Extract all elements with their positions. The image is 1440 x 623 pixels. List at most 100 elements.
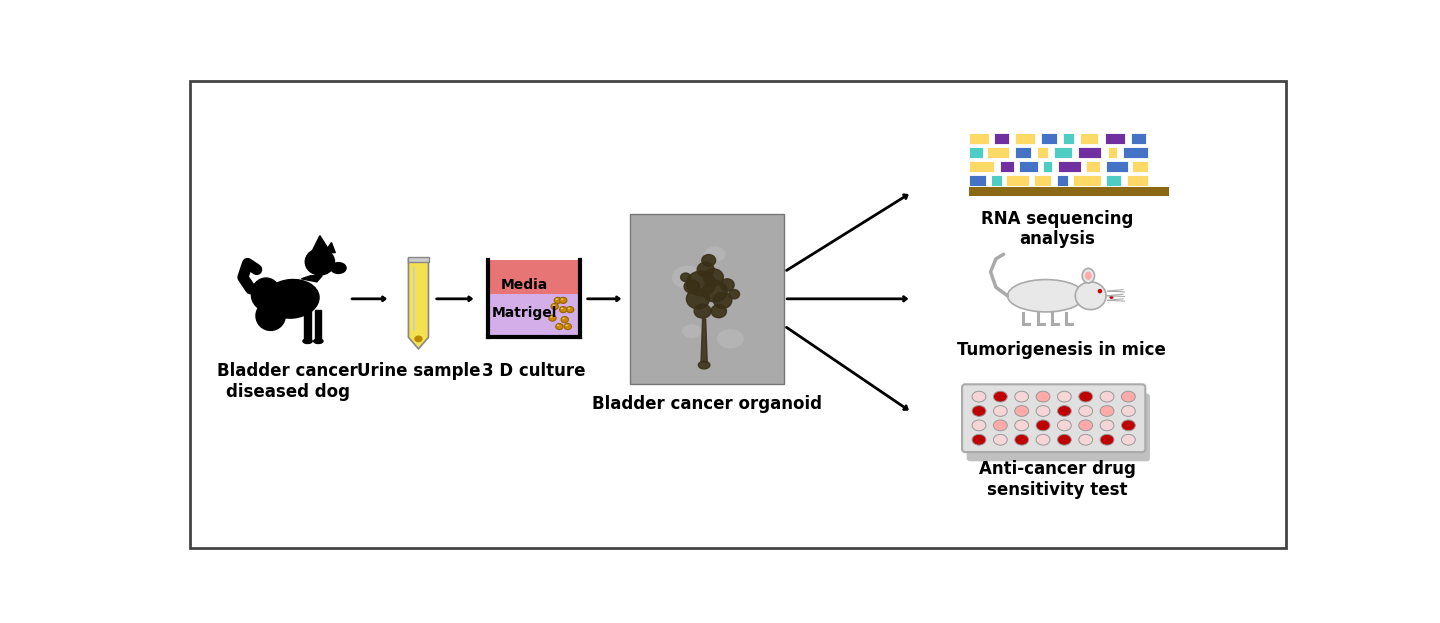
- Bar: [1128, 175, 1149, 186]
- Bar: [488, 260, 580, 294]
- Text: Urine sample: Urine sample: [357, 362, 480, 380]
- Bar: [1107, 147, 1117, 158]
- Polygon shape: [312, 235, 330, 251]
- Bar: [969, 187, 1169, 196]
- Ellipse shape: [694, 304, 711, 318]
- Ellipse shape: [1037, 420, 1050, 430]
- Bar: [969, 147, 984, 158]
- Ellipse shape: [1100, 391, 1115, 402]
- Ellipse shape: [1099, 290, 1102, 293]
- Ellipse shape: [554, 297, 562, 303]
- Ellipse shape: [994, 406, 1007, 416]
- Ellipse shape: [415, 336, 422, 341]
- Ellipse shape: [560, 307, 567, 313]
- Ellipse shape: [1079, 420, 1093, 430]
- Polygon shape: [315, 310, 321, 340]
- Bar: [1104, 133, 1125, 144]
- Bar: [1041, 133, 1057, 144]
- Bar: [1123, 147, 1148, 158]
- Ellipse shape: [566, 307, 573, 313]
- Bar: [1130, 133, 1146, 144]
- Text: Anti-cancer drug
sensitivity test: Anti-cancer drug sensitivity test: [979, 460, 1136, 498]
- Ellipse shape: [697, 262, 714, 277]
- Ellipse shape: [698, 361, 710, 369]
- Bar: [991, 175, 1002, 186]
- Bar: [1015, 133, 1035, 144]
- Bar: [1080, 133, 1099, 144]
- Ellipse shape: [314, 339, 323, 343]
- Bar: [488, 294, 580, 337]
- Ellipse shape: [1015, 420, 1028, 430]
- Bar: [969, 175, 986, 186]
- Ellipse shape: [703, 269, 723, 286]
- Bar: [1079, 147, 1102, 158]
- Ellipse shape: [972, 434, 986, 445]
- Bar: [1043, 161, 1053, 172]
- Ellipse shape: [701, 255, 716, 266]
- FancyBboxPatch shape: [966, 394, 1151, 461]
- Ellipse shape: [1122, 406, 1135, 416]
- Ellipse shape: [1015, 434, 1028, 445]
- Ellipse shape: [683, 324, 701, 338]
- Ellipse shape: [1079, 391, 1093, 402]
- Bar: [1106, 175, 1122, 186]
- Ellipse shape: [1008, 280, 1084, 312]
- Ellipse shape: [704, 247, 726, 262]
- Ellipse shape: [1057, 420, 1071, 430]
- Bar: [1020, 161, 1038, 172]
- Ellipse shape: [994, 434, 1007, 445]
- Ellipse shape: [994, 391, 1007, 402]
- Ellipse shape: [1122, 434, 1135, 445]
- Ellipse shape: [1037, 434, 1050, 445]
- Ellipse shape: [557, 325, 559, 326]
- Bar: [631, 214, 785, 384]
- Text: 3 D culture: 3 D culture: [482, 362, 586, 380]
- Ellipse shape: [729, 290, 740, 299]
- Ellipse shape: [550, 316, 553, 318]
- Ellipse shape: [1100, 406, 1115, 416]
- Text: RNA sequencing
analysis: RNA sequencing analysis: [982, 209, 1133, 249]
- Ellipse shape: [562, 298, 563, 300]
- Bar: [1086, 161, 1100, 172]
- Ellipse shape: [1015, 406, 1028, 416]
- Ellipse shape: [994, 420, 1007, 430]
- Bar: [1132, 161, 1148, 172]
- Ellipse shape: [302, 339, 312, 343]
- Ellipse shape: [567, 308, 570, 309]
- Ellipse shape: [684, 280, 700, 293]
- Ellipse shape: [681, 273, 691, 282]
- Bar: [408, 257, 429, 262]
- Ellipse shape: [1057, 391, 1071, 402]
- Bar: [1057, 161, 1080, 172]
- Ellipse shape: [560, 297, 567, 303]
- Ellipse shape: [562, 308, 563, 309]
- Ellipse shape: [1057, 434, 1071, 445]
- Ellipse shape: [1122, 391, 1135, 402]
- Ellipse shape: [1079, 406, 1093, 416]
- Ellipse shape: [672, 266, 704, 289]
- Bar: [1054, 147, 1073, 158]
- Ellipse shape: [1100, 434, 1115, 445]
- Ellipse shape: [256, 301, 285, 330]
- Ellipse shape: [703, 280, 727, 302]
- Ellipse shape: [1079, 434, 1093, 445]
- Ellipse shape: [1122, 420, 1135, 430]
- Bar: [1037, 147, 1047, 158]
- Bar: [1057, 175, 1067, 186]
- Ellipse shape: [1110, 297, 1113, 298]
- Ellipse shape: [1084, 272, 1092, 280]
- Text: Matrigel: Matrigel: [492, 306, 557, 320]
- Ellipse shape: [972, 391, 986, 402]
- Ellipse shape: [566, 325, 567, 326]
- Ellipse shape: [1037, 406, 1050, 416]
- Ellipse shape: [556, 323, 563, 330]
- Bar: [1106, 161, 1128, 172]
- Bar: [1063, 133, 1074, 144]
- Ellipse shape: [1076, 282, 1106, 310]
- Text: Tumorigenesis in mice: Tumorigenesis in mice: [958, 341, 1166, 359]
- Ellipse shape: [252, 278, 281, 310]
- Ellipse shape: [1015, 391, 1028, 402]
- Polygon shape: [324, 242, 336, 253]
- Ellipse shape: [687, 289, 710, 309]
- Bar: [1073, 175, 1100, 186]
